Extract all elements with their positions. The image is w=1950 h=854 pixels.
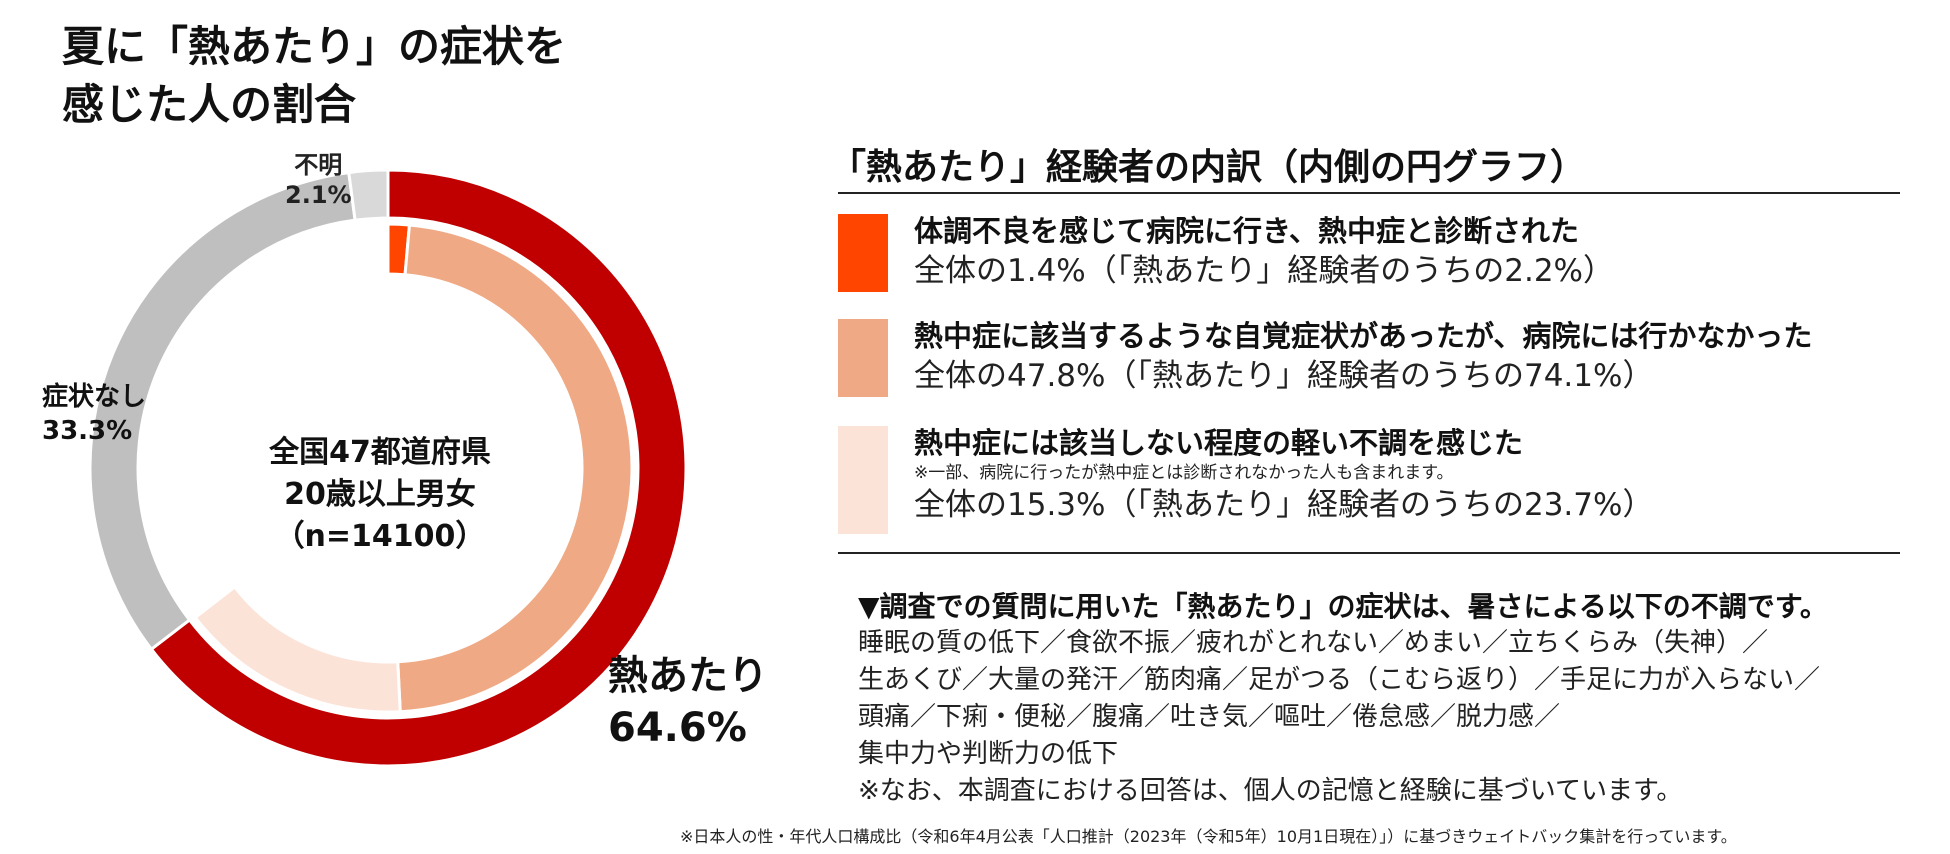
legend-swatch xyxy=(838,426,888,534)
legend-item: 熱中症に該当するような自覚症状があったが、病院には行かなかった 全体の47.8%… xyxy=(838,315,1900,400)
legend-item-value: 全体の15.3%（「熱あたり」経験者のうちの23.7%） xyxy=(914,487,1654,523)
legend-item-text: 熱中症には該当しない程度の軽い不調を感じた ※一部、病院に行ったが熱中症とは診断… xyxy=(914,424,1653,526)
legend-bottom-rule xyxy=(838,552,1900,554)
outer-label-unknown: 不明 2.1% xyxy=(285,150,352,210)
outer-slice-0 xyxy=(149,168,688,768)
chart-title: 夏に「熱あたり」の症状を 感じた人の割合 xyxy=(62,18,566,134)
outer-label-heat-name: 熱あたり xyxy=(608,653,768,699)
notes-line: 睡眠の質の低下／食欲不振／疲れがとれない／めまい／立ちくらみ（失神）／ xyxy=(858,628,1769,658)
chart-title-line-1: 夏に「熱あたり」の症状を xyxy=(62,22,567,71)
inner-slice-2 xyxy=(193,584,402,714)
center-label-line-2: 20歳以上男女 xyxy=(284,477,476,512)
legend-item-value: 全体の1.4%（「熱あたり」経験者のうちの2.2%） xyxy=(914,253,1615,289)
legend-top-rule xyxy=(838,192,1900,194)
legend-swatch xyxy=(838,319,888,397)
chart-title-line-2: 感じた人の割合 xyxy=(62,80,357,129)
legend-item-text: 熱中症に該当するような自覚症状があったが、病院には行かなかった 全体の47.8%… xyxy=(914,317,1812,397)
outer-slice-2 xyxy=(347,168,390,222)
legend-item-text: 体調不良を感じて病院に行き、熱中症と診断された 全体の1.4%（「熱あたり」経験… xyxy=(914,212,1614,292)
notes-line: 集中力や判断力の低下 xyxy=(858,739,1119,769)
center-label-line-3: （n=14100） xyxy=(274,519,486,554)
nested-donut-chart xyxy=(88,168,688,768)
outer-label-heat-value: 64.6% xyxy=(608,705,747,751)
legend-item-label: 熱中症に該当するような自覚症状があったが、病院には行かなかった xyxy=(914,319,1813,353)
notes-heading: ▼調査での質問に用いた「熱あたり」の症状は、暑さによる以下の不調です。 xyxy=(858,590,1828,623)
legend-item: 熱中症には該当しない程度の軽い不調を感じた ※一部、病院に行ったが熱中症とは診断… xyxy=(838,422,1900,534)
footnote: ※日本人の性・年代人口構成比（令和6年4月公表「人口推計（2023年（令和5年）… xyxy=(680,827,1737,846)
outer-label-unknown-name: 不明 xyxy=(294,151,343,179)
notes-line: 頭痛／下痢・便秘／腹痛／吐き気／嘔吐／倦怠感／脱力感／ xyxy=(858,702,1561,732)
outer-label-none-name: 症状なし xyxy=(42,382,147,412)
inner-slice-1 xyxy=(396,223,634,714)
legend-item-value: 全体の47.8%（「熱あたり」経験者のうちの74.1%） xyxy=(914,358,1654,394)
notes-line: 生あくび／大量の発汗／筋肉痛／足がつる（こむら返り）／手足に力が入らない／ xyxy=(858,665,1821,695)
symptom-notes: ▼調査での質問に用いた「熱あたり」の症状は、暑さによる以下の不調です。 睡眠の質… xyxy=(858,588,1828,810)
outer-label-none: 症状なし 33.3% xyxy=(42,380,146,448)
legend-swatch xyxy=(838,214,888,292)
outer-label-none-value: 33.3% xyxy=(42,416,133,446)
legend-item-note: ※一部、病院に行ったが熱中症とは診断されなかった人も含まれます。 xyxy=(914,463,1454,483)
outer-label-heat: 熱あたり 64.6% xyxy=(608,650,768,754)
inner-ring xyxy=(193,222,634,714)
center-label-line-1: 全国47都道府県 xyxy=(269,435,491,470)
legend-item-label: 体調不良を感じて病院に行き、熱中症と診断された xyxy=(914,214,1579,248)
outer-label-unknown-value: 2.1% xyxy=(285,181,352,209)
legend-item: 体調不良を感じて病院に行き、熱中症と診断された 全体の1.4%（「熱あたり」経験… xyxy=(838,210,1900,295)
outer-ring xyxy=(88,168,688,768)
donut-center-label: 全国47都道府県 20歳以上男女 （n=14100） xyxy=(250,432,510,558)
notes-line: ※なお、本調査における回答は、個人の記憶と経験に基づいています。 xyxy=(858,776,1683,806)
legend-title: 「熱あたり」経験者の内訳（内側の円グラフ） xyxy=(830,147,1587,188)
legend-item-label: 熱中症には該当しない程度の軽い不調を感じた xyxy=(914,426,1524,460)
